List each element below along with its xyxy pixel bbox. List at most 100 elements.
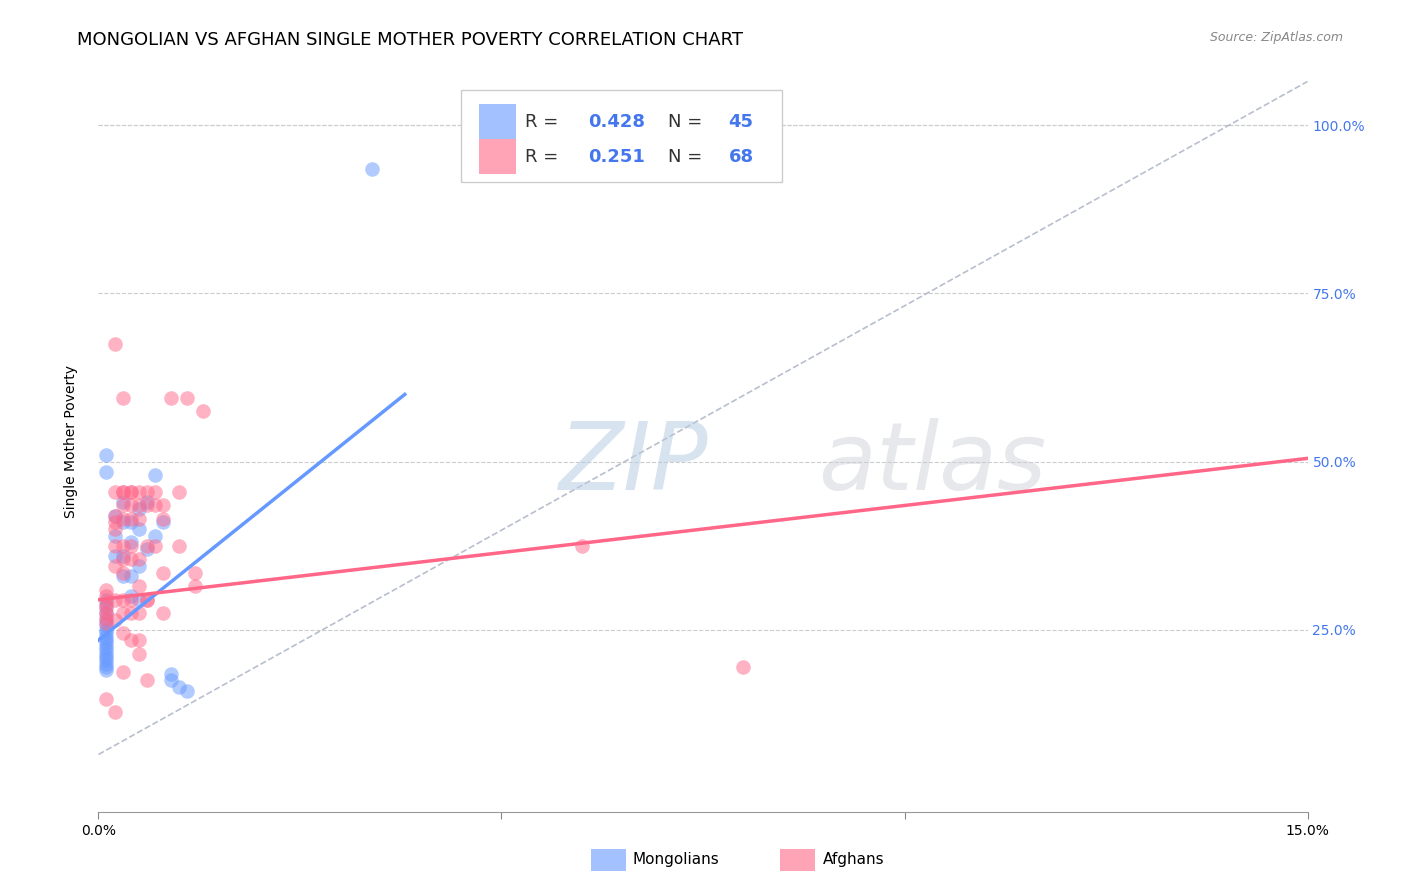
Point (143, 539, 166, 553)
Point (111, 512, 134, 526)
Point (143, 529, 166, 543)
Text: 45: 45 (728, 112, 754, 131)
Point (120, 485, 142, 500)
Point (103, 529, 125, 543)
Point (111, 499, 134, 513)
Point (96, 448, 118, 462)
Point (96, 623, 118, 637)
Point (111, 539, 134, 553)
Point (103, 539, 125, 553)
Point (128, 579, 150, 593)
Point (111, 665, 134, 679)
Point (96, 600, 118, 615)
Point (96, 606, 118, 620)
Point (135, 539, 157, 553)
Point (96, 613, 118, 627)
Point (96, 649, 118, 664)
Point (103, 705, 125, 719)
Point (120, 499, 142, 513)
Point (111, 549, 134, 563)
Point (184, 566, 207, 580)
Point (152, 499, 174, 513)
Point (120, 535, 142, 549)
Point (128, 633, 150, 648)
Point (103, 613, 125, 627)
Text: Mongolians: Mongolians (633, 853, 720, 867)
Text: 0.251: 0.251 (588, 147, 645, 166)
Point (160, 666, 183, 681)
Point (103, 485, 125, 500)
Point (128, 512, 150, 526)
Point (120, 592, 142, 607)
Point (135, 485, 157, 500)
Point (184, 579, 207, 593)
Point (96, 636, 118, 650)
Point (111, 485, 134, 500)
Point (96, 611, 118, 625)
Point (96, 596, 118, 610)
Point (96, 590, 118, 604)
Point (120, 485, 142, 500)
Point (96, 465, 118, 479)
Point (120, 606, 142, 620)
Point (135, 495, 157, 509)
Point (120, 569, 142, 583)
Point (111, 516, 134, 530)
Point (96, 592, 118, 607)
Point (135, 592, 157, 607)
Point (167, 680, 190, 694)
Point (135, 542, 157, 557)
Point (152, 512, 174, 526)
Point (96, 640, 118, 654)
Text: Afghans: Afghans (823, 853, 884, 867)
Point (361, 161, 384, 176)
Text: 0.428: 0.428 (588, 112, 645, 131)
Point (733, 660, 755, 674)
Point (152, 516, 174, 530)
Point (143, 468, 166, 483)
Point (135, 499, 157, 513)
Point (96, 643, 118, 657)
Point (111, 569, 134, 583)
Point (96, 660, 118, 674)
Bar (479, 104, 516, 139)
Text: R =: R = (526, 112, 564, 131)
Text: ZIP: ZIP (558, 418, 707, 509)
FancyBboxPatch shape (461, 90, 782, 183)
Point (160, 391, 183, 405)
Point (96, 606, 118, 620)
Point (152, 606, 174, 620)
Point (120, 539, 142, 553)
Point (96, 599, 118, 614)
Point (96, 626, 118, 640)
Point (103, 559, 125, 574)
Point (96, 664, 118, 678)
Point (120, 633, 142, 648)
Point (103, 516, 125, 530)
Point (103, 508, 125, 523)
Point (103, 337, 125, 351)
Point (103, 508, 125, 523)
Y-axis label: Single Mother Poverty: Single Mother Poverty (63, 365, 77, 518)
Point (103, 522, 125, 536)
Point (103, 549, 125, 563)
Point (128, 499, 150, 513)
Point (96, 647, 118, 661)
Point (96, 691, 118, 706)
Point (103, 592, 125, 607)
Text: N =: N = (668, 112, 709, 131)
Point (120, 590, 142, 604)
Point (128, 522, 150, 536)
Point (96, 630, 118, 644)
Text: R =: R = (526, 147, 564, 166)
Point (111, 495, 134, 509)
Point (167, 485, 190, 500)
Point (120, 552, 142, 566)
Point (96, 617, 118, 632)
Point (135, 673, 157, 688)
Point (128, 501, 150, 516)
Point (120, 516, 142, 530)
Point (135, 592, 157, 607)
Point (176, 683, 198, 698)
Point (193, 404, 215, 418)
